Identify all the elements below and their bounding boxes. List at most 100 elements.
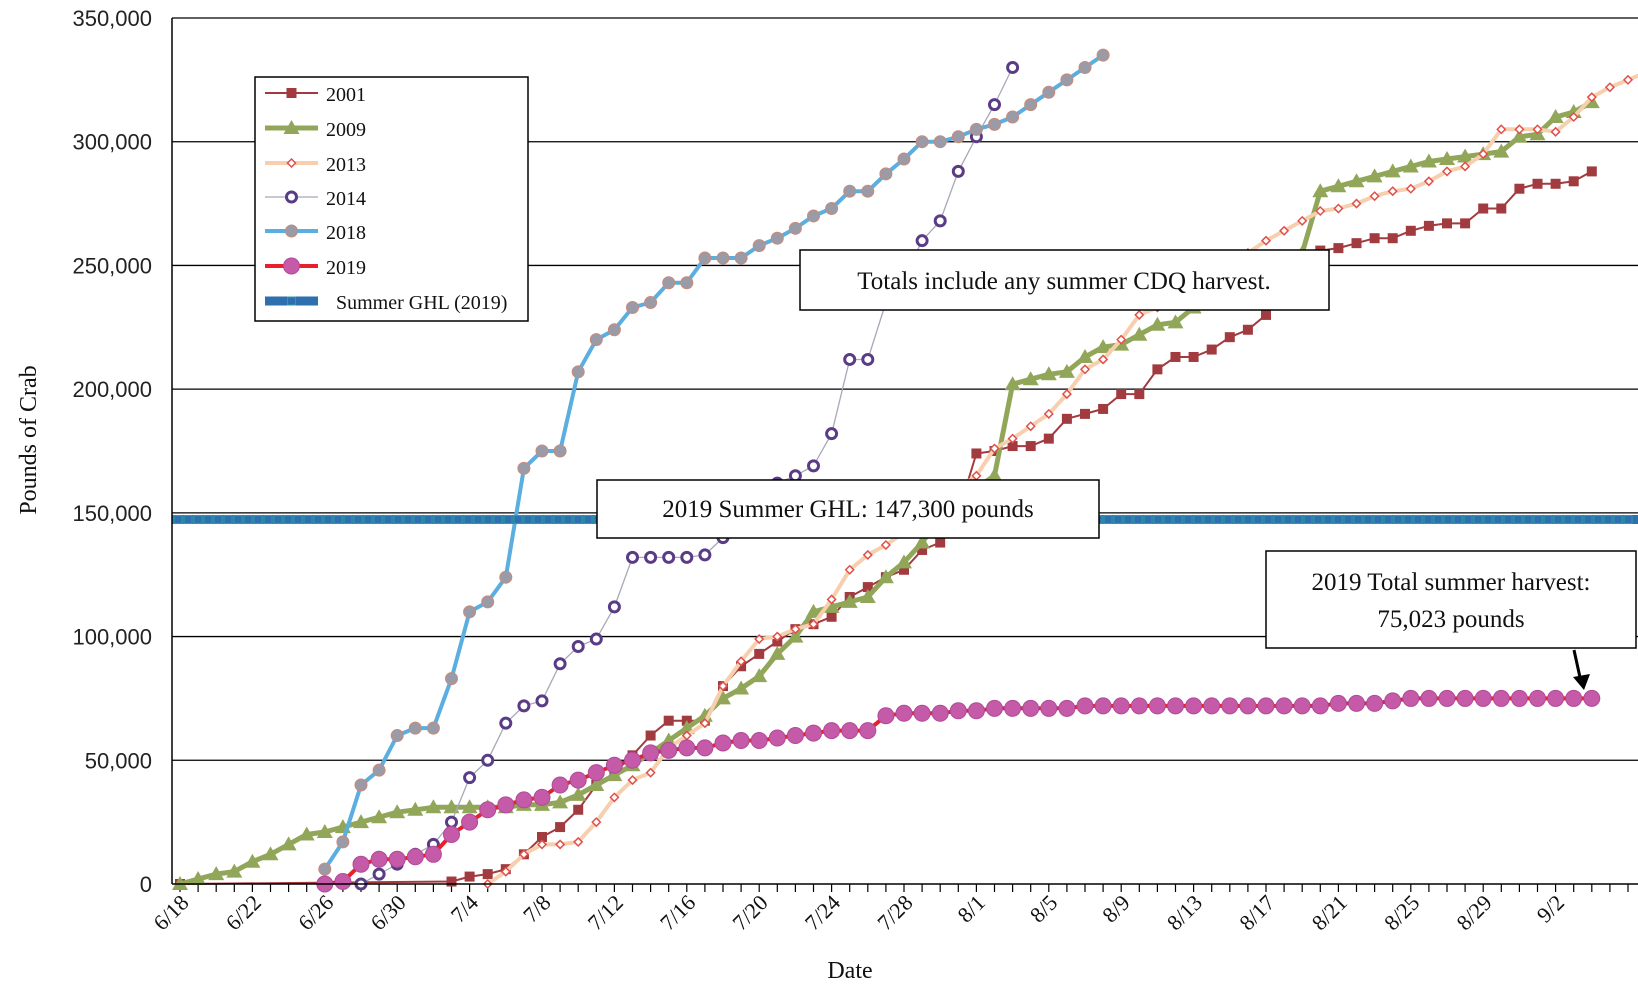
data-point (1442, 218, 1452, 229)
data-point (1203, 515, 1213, 525)
data-point (1393, 515, 1403, 525)
data-point (644, 550, 658, 564)
data-point (1025, 421, 1036, 432)
data-point (535, 444, 549, 458)
data-point (413, 515, 423, 525)
data-point (481, 753, 495, 767)
data-point (1275, 697, 1293, 715)
data-point (1260, 235, 1272, 246)
data-point (1134, 309, 1145, 320)
data-point (517, 699, 531, 713)
data-point (933, 135, 947, 149)
y-tick-label: 350,000 (72, 6, 152, 31)
legend-marker-2014 (285, 190, 298, 204)
data-point (1043, 433, 1054, 444)
data-point (1080, 408, 1090, 419)
data-point (323, 515, 333, 525)
data-point (678, 739, 696, 757)
data-point (826, 594, 837, 605)
data-point (642, 744, 660, 762)
data-point (172, 876, 188, 890)
data-point (933, 214, 947, 228)
data-point (1460, 218, 1471, 229)
data-point (1460, 161, 1471, 172)
data-point (262, 846, 279, 861)
data-point (1279, 225, 1290, 236)
y-tick-label: 150,000 (72, 501, 152, 526)
data-point (1457, 148, 1474, 163)
data-point (1133, 515, 1143, 525)
data-point (680, 276, 694, 290)
data-point (698, 251, 712, 265)
data-point (482, 869, 493, 880)
data-point (1511, 128, 1528, 143)
data-point (223, 515, 233, 525)
data-point (877, 569, 894, 584)
data-point (1402, 158, 1419, 173)
data-point (786, 727, 804, 745)
data-point (1022, 371, 1039, 386)
data-point (1043, 408, 1054, 419)
data-point (352, 855, 370, 873)
data-point (423, 515, 433, 525)
data-point (1058, 699, 1076, 717)
data-point (645, 730, 656, 741)
data-point (1007, 433, 1018, 444)
legend-label-2013: 2013 (326, 154, 366, 176)
data-point (1565, 689, 1583, 707)
data-point (1510, 689, 1528, 707)
data-point (788, 221, 802, 235)
data-point (1384, 163, 1401, 178)
data-point (1113, 515, 1123, 525)
data-point (1383, 515, 1393, 525)
data-point (571, 639, 585, 653)
data-point (1313, 515, 1323, 525)
data-point (1283, 515, 1293, 525)
data-point (461, 799, 478, 814)
data-point (1369, 233, 1380, 244)
data-point (208, 866, 225, 881)
data-point (769, 645, 786, 660)
data-point (662, 550, 676, 564)
data-point (226, 863, 243, 878)
data-point (1423, 176, 1434, 187)
legend-label-2014: 2014 (326, 188, 366, 210)
data-point (445, 815, 458, 829)
data-point (1523, 515, 1533, 525)
data-point (553, 657, 567, 671)
data-point (1297, 215, 1308, 226)
data-point (879, 167, 893, 181)
data-point (571, 365, 585, 379)
y-tick-label: 250,000 (72, 253, 152, 278)
data-point (1094, 697, 1112, 715)
data-point (591, 817, 602, 828)
data-point (453, 515, 463, 525)
annotation-ghl: 2019 Summer GHL: 147,300 pounds (596, 479, 1100, 539)
data-point (1492, 689, 1510, 707)
data-point (1213, 515, 1223, 525)
data-point (805, 724, 822, 742)
data-point (513, 515, 523, 525)
legend-label-2009: 2009 (326, 119, 366, 141)
data-point (808, 619, 819, 630)
data-point (390, 729, 404, 743)
data-point (1387, 233, 1398, 244)
data-point (1022, 699, 1040, 717)
data-point (443, 826, 460, 844)
data-point (1553, 515, 1563, 525)
data-point (1586, 92, 1597, 103)
data-point (1040, 699, 1058, 717)
data-point (1384, 692, 1402, 710)
data-point (1223, 515, 1233, 525)
data-point (1333, 515, 1343, 525)
data-point (895, 704, 913, 722)
data-point (537, 831, 547, 842)
data-point (772, 631, 783, 642)
data-point (1239, 697, 1257, 715)
data-point (1568, 111, 1579, 123)
data-point (1153, 515, 1163, 525)
data-point (1593, 515, 1603, 525)
annotation-total: 2019 Total summer harvest: 75,023 pounds (1265, 550, 1637, 690)
data-point (768, 729, 786, 747)
data-point (570, 786, 587, 801)
